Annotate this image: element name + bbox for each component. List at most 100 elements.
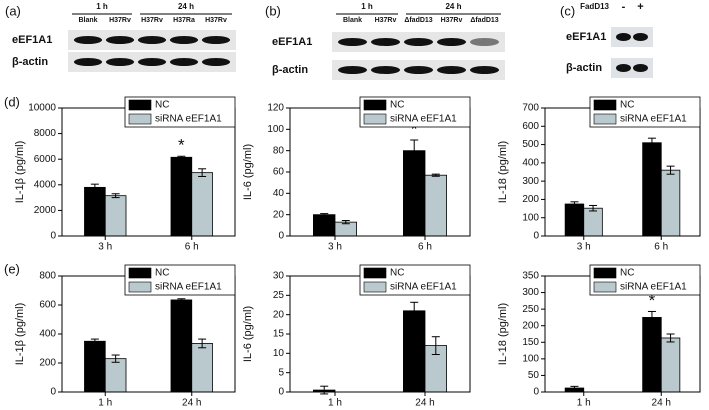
lane-label: Blank	[78, 17, 97, 24]
blot-band	[337, 38, 368, 46]
error-bar	[341, 220, 350, 225]
y-tick-label: 200	[39, 358, 56, 369]
error-bar	[570, 201, 579, 207]
panel-label: (b)	[265, 3, 281, 18]
blot-band	[337, 66, 368, 74]
y-tick-label: 10	[273, 348, 285, 359]
bar	[170, 156, 193, 237]
y-tick-label: 200	[522, 194, 539, 205]
bar	[170, 299, 193, 393]
y-axis-label: IL-1β (pg/ml)	[14, 303, 26, 366]
x-tick-label: 3 h	[577, 242, 591, 253]
blot-band	[633, 33, 648, 41]
x-tick-label: 1 h	[328, 398, 342, 409]
x-tick-label: 24 h	[652, 398, 671, 409]
y-tick-label: 0	[278, 231, 284, 242]
blot-band	[169, 58, 199, 66]
error-bar	[198, 338, 207, 349]
lane-label: H37Rv	[109, 17, 131, 24]
panel-label: (a)	[5, 3, 21, 18]
y-tick-label: 40	[273, 188, 285, 199]
legend-label: NC	[390, 100, 404, 111]
bar	[660, 169, 681, 237]
bar	[583, 207, 603, 237]
error-bar	[111, 354, 120, 363]
y-tick-label: 8000	[34, 128, 57, 139]
legend-swatch	[128, 267, 152, 279]
bar	[424, 174, 448, 237]
legend-label: siRNA eEF1A1	[620, 282, 687, 293]
bar	[104, 358, 127, 393]
legend-label: NC	[620, 100, 634, 111]
lane-label: -	[622, 1, 626, 13]
y-tick-label: 25	[273, 290, 285, 301]
y-tick-label: 100	[522, 212, 539, 223]
y-tick-label: 100	[522, 353, 539, 364]
time-label: 1 h	[361, 2, 373, 11]
legend-swatch	[593, 113, 617, 125]
legend-swatch	[128, 99, 152, 111]
blot-background	[611, 58, 653, 78]
bar	[402, 310, 426, 393]
x-tick-label: 3 h	[98, 242, 112, 253]
legend-swatch	[363, 113, 387, 125]
lane-label: H37Rv	[141, 17, 163, 24]
x-tick-label: 6 h	[418, 242, 432, 253]
x-tick-label: 24 h	[415, 398, 434, 409]
blot-band	[370, 66, 401, 74]
y-tick-label: 5	[278, 367, 284, 378]
bar	[84, 340, 106, 393]
x-tick-label: 1 h	[577, 398, 591, 409]
error-bar	[90, 338, 99, 344]
time-label: 24 h	[445, 2, 461, 11]
error-bar	[570, 385, 579, 391]
y-tick-label: 600	[39, 300, 56, 311]
y-tick-label: 2000	[34, 205, 57, 216]
bar	[84, 186, 106, 237]
y-tick-label: 600	[522, 121, 539, 132]
bar	[191, 172, 213, 237]
error-bar	[666, 333, 675, 343]
y-tick-label: 100	[267, 124, 284, 135]
y-tick-label: 4000	[34, 179, 57, 190]
y-tick-label: 150	[522, 337, 539, 348]
blot-band	[469, 66, 500, 74]
bar	[312, 214, 336, 237]
error-bar	[589, 204, 598, 212]
blot-background	[611, 27, 653, 47]
lane-label: H37Ra	[173, 17, 195, 24]
error-bar	[431, 173, 440, 177]
x-tick-label: 6 h	[654, 242, 668, 253]
legend-label: siRNA eEF1A1	[390, 282, 457, 293]
legend-swatch	[128, 113, 152, 125]
panel-label: (d)	[4, 94, 20, 109]
treatment-label: FadD13	[580, 2, 609, 11]
y-tick-label: 300	[522, 176, 539, 187]
y-tick-label: 30	[273, 271, 285, 282]
blot-band	[169, 36, 199, 44]
y-tick-label: 120	[267, 103, 284, 114]
y-axis-label: IL-1β (pg/ml)	[14, 141, 26, 204]
y-tick-label: 350	[522, 271, 539, 282]
bar	[564, 203, 585, 237]
y-tick-label: 0	[533, 231, 539, 242]
error-bar	[410, 139, 419, 162]
y-axis-label: IL-6 (pg/ml)	[242, 306, 254, 362]
blot-band	[73, 58, 103, 66]
y-tick-label: 60	[273, 167, 285, 178]
y-tick-label: 500	[522, 139, 539, 150]
blot-band	[201, 58, 231, 66]
y-tick-label: 15	[273, 329, 285, 340]
legend-swatch	[128, 281, 152, 293]
y-tick-label: 20	[273, 209, 285, 220]
error-bar	[647, 137, 656, 148]
y-tick-label: 200	[522, 320, 539, 331]
y-tick-label: 6000	[34, 154, 57, 165]
lane-label: ΔfadD13	[404, 17, 432, 24]
blot-band	[370, 38, 401, 46]
blot-band	[105, 58, 135, 66]
error-bar	[320, 385, 329, 395]
lane-label: H37Rv	[205, 17, 227, 24]
y-tick-label: 50	[528, 370, 540, 381]
error-bar	[198, 168, 207, 177]
